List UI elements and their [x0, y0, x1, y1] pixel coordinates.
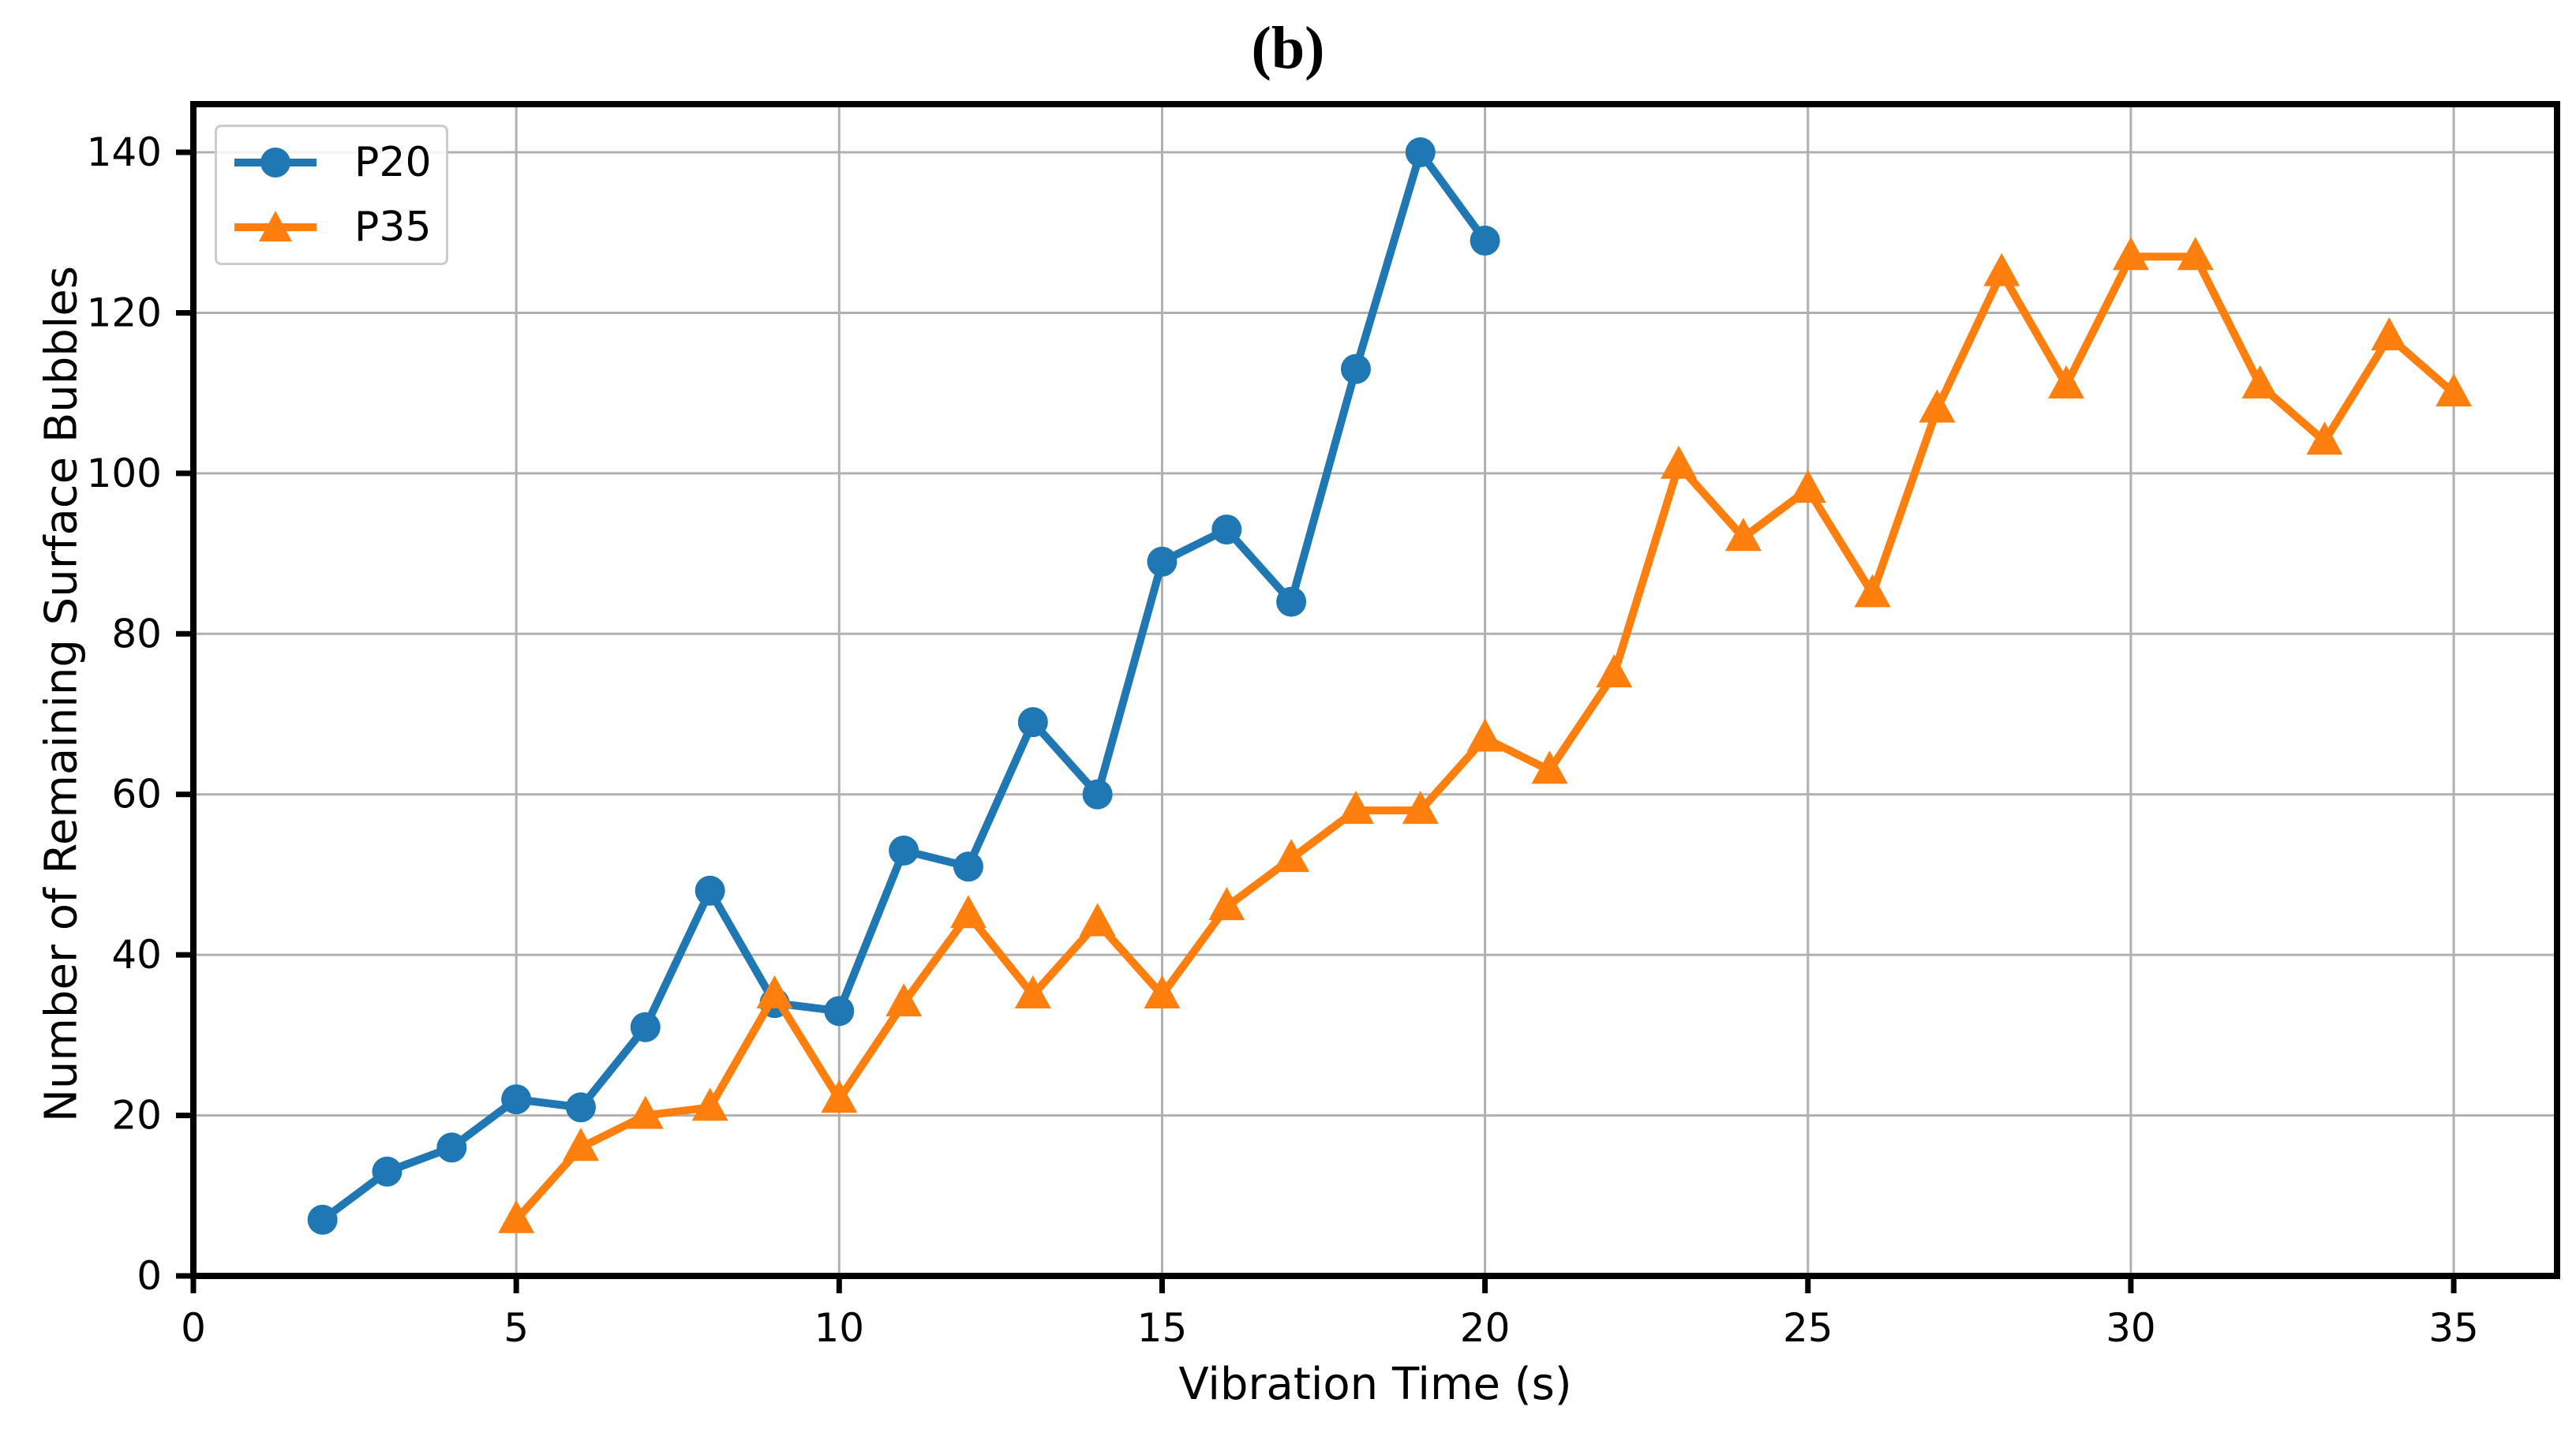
data-point-triangle [2306, 421, 2343, 455]
data-point-triangle [2177, 237, 2214, 271]
data-point-triangle [498, 1199, 535, 1233]
legend-line-triangle-icon [234, 211, 316, 241]
data-point-triangle [1983, 253, 2020, 286]
series-p35 [498, 237, 2473, 1233]
data-point-triangle [562, 1128, 599, 1162]
y-tick-label: 0 [137, 1253, 162, 1299]
data-point-circle [1276, 586, 1307, 617]
x-axis-label: Vibration Time (s) [1178, 1359, 1572, 1410]
data-point-circle [565, 1092, 596, 1123]
data-point-triangle [2436, 373, 2473, 407]
data-point-triangle [1144, 975, 1181, 1009]
y-tick-label: 120 [87, 290, 162, 335]
data-point-triangle [1596, 654, 1633, 688]
series-p20 [307, 137, 1500, 1235]
data-point-circle [436, 1132, 467, 1163]
data-point-triangle [1531, 750, 1568, 784]
data-point-circle [695, 875, 725, 906]
plot-border [190, 101, 2560, 1279]
data-point-circle [1211, 514, 1242, 545]
data-point-circle [889, 835, 919, 866]
data-point-triangle [1789, 469, 1826, 503]
legend-item-p20: P20 [228, 130, 446, 195]
data-point-triangle [627, 1095, 664, 1129]
data-point-triangle [691, 1087, 728, 1121]
y-tick-label: 100 [87, 451, 162, 496]
data-point-circle [1470, 225, 1500, 256]
data-point-triangle [949, 895, 987, 929]
legend-label-p35: P35 [354, 204, 432, 251]
y-axis: 0 20 40 60 80 100 120 140 [87, 129, 193, 1299]
x-tick-label: 0 [181, 1305, 206, 1351]
data-point-triangle [821, 1079, 858, 1113]
data-point-circle [372, 1156, 402, 1187]
data-point-circle [501, 1084, 532, 1115]
data-point-circle [824, 996, 855, 1027]
data-point-circle [1017, 707, 1048, 738]
data-point-triangle [1014, 975, 1051, 1009]
data-point-circle [953, 851, 983, 882]
x-tick-label: 20 [1460, 1305, 1511, 1351]
x-axis: 0 5 10 15 20 25 30 35 [181, 1276, 2479, 1351]
data-point-triangle [2112, 237, 2149, 271]
data-point-triangle [2241, 365, 2278, 398]
x-tick-label: 10 [814, 1305, 864, 1351]
y-tick-label: 80 [111, 611, 162, 657]
x-tick-label: 35 [2428, 1305, 2479, 1351]
data-point-triangle [1273, 839, 1310, 873]
x-tick-label: 30 [2106, 1305, 2156, 1351]
data-point-triangle [756, 975, 793, 1009]
legend-label-p20: P20 [354, 139, 432, 186]
chart-title: (b) [1251, 15, 1325, 81]
data-point-triangle [886, 983, 923, 1017]
data-point-triangle [1724, 518, 1762, 552]
data-point-circle [307, 1204, 338, 1235]
x-tick-label: 5 [504, 1305, 529, 1351]
data-point-circle [1340, 354, 1371, 384]
data-point-triangle [1919, 389, 1956, 423]
data-point-triangle [1661, 445, 1698, 479]
y-tick-label: 40 [111, 932, 162, 978]
data-point-circle [1147, 546, 1178, 577]
data-point-triangle [1079, 903, 1116, 937]
data-point-circle [1082, 779, 1113, 810]
x-tick-label: 25 [1783, 1305, 1833, 1351]
y-tick-label: 20 [111, 1093, 162, 1139]
legend-line-circle-icon [234, 148, 316, 178]
data-point-triangle [2048, 365, 2085, 398]
data-point-circle [1405, 137, 1436, 168]
y-tick-label: 60 [111, 772, 162, 817]
data-point-triangle [2371, 316, 2408, 350]
data-point-triangle [1337, 791, 1374, 825]
data-point-triangle [1854, 574, 1891, 608]
legend-item-p35: P35 [228, 195, 446, 260]
data-point-triangle [1402, 791, 1439, 825]
legend: P20 P35 [215, 125, 448, 265]
x-tick-label: 15 [1137, 1305, 1188, 1351]
y-axis-label: Number of Remaining Surface Bubbles [36, 265, 88, 1123]
data-point-triangle [1466, 718, 1503, 752]
data-point-triangle [1208, 887, 1245, 921]
data-point-circle [630, 1012, 661, 1042]
y-tick-label: 140 [87, 129, 162, 175]
